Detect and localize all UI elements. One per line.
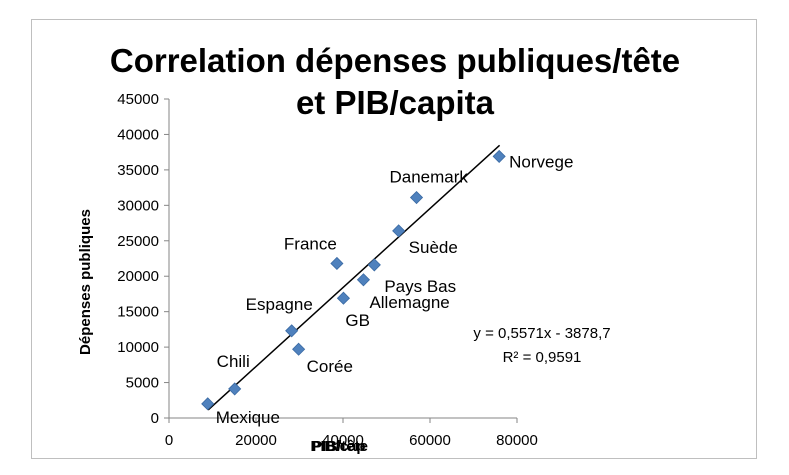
point-label: Pays Bas <box>384 277 456 296</box>
point-label: Danemark <box>390 168 469 187</box>
point-label: Norvege <box>509 152 573 171</box>
axes: 0 5000 10000 15000 20000 25000 30000 35000 40000… <box>117 91 538 449</box>
scatter-chart: Correlation dépenses publiques/tête et P… <box>77 42 680 455</box>
data-point <box>292 342 306 356</box>
data-point <box>330 256 344 271</box>
data-point <box>356 273 371 287</box>
y-tick-label: 15000 <box>117 304 159 321</box>
y-axis-title: Dépenses publiques <box>77 209 94 355</box>
point-label: Allemagne <box>369 293 449 312</box>
chart-title-line-2: et PIB/capita <box>296 84 495 121</box>
x-tick-label: 40000 <box>322 432 364 449</box>
y-tick-label: 10000 <box>117 339 159 356</box>
x-axis-title-overlap: PIB/cap <box>310 438 365 455</box>
trendline-group <box>207 144 501 411</box>
trendline-r-squared: R² = 0,9591 <box>503 349 582 366</box>
y-tick-label: 30000 <box>117 197 159 214</box>
data-points <box>201 149 506 411</box>
x-tick-label: 80000 <box>496 432 538 449</box>
data-point <box>201 397 215 411</box>
x-axis-title: PIB/tête <box>312 438 368 455</box>
y-tick-label: 20000 <box>117 268 159 285</box>
data-point <box>228 382 242 396</box>
chart-title-line-1: Correlation dépenses publiques/tête <box>110 42 680 79</box>
x-tick-label: 60000 <box>409 432 451 449</box>
y-tick-label: 35000 <box>117 162 159 179</box>
point-label: Corée <box>307 357 353 376</box>
point-label: Mexique <box>216 408 280 427</box>
x-tick-label: 20000 <box>235 432 277 449</box>
y-tick-label: 25000 <box>117 233 159 250</box>
chart-frame: Correlation dépenses publiques/tête et P… <box>31 19 757 459</box>
y-tick-label: 5000 <box>126 375 159 392</box>
trendline <box>207 144 501 411</box>
point-label: France <box>284 234 337 253</box>
y-tick-label: 40000 <box>117 126 159 143</box>
data-point <box>285 324 299 338</box>
trendline-equation: y = 0,5571x - 3878,7 <box>473 325 610 342</box>
point-label: Espagne <box>246 295 313 314</box>
data-point <box>392 224 406 238</box>
y-tick-label: 45000 <box>117 91 159 108</box>
point-labels: Mexique Chili Corée Espagne GB France Allemagn… <box>216 152 574 426</box>
data-point <box>409 190 424 205</box>
x-tick-label: 0 <box>165 432 173 449</box>
point-label: GB <box>345 311 370 330</box>
data-point <box>336 291 351 305</box>
data-point <box>492 149 506 163</box>
point-label: Chili <box>217 352 250 371</box>
data-point <box>367 258 381 272</box>
y-tick-label: 0 <box>151 410 159 427</box>
point-label: Suède <box>409 238 458 257</box>
